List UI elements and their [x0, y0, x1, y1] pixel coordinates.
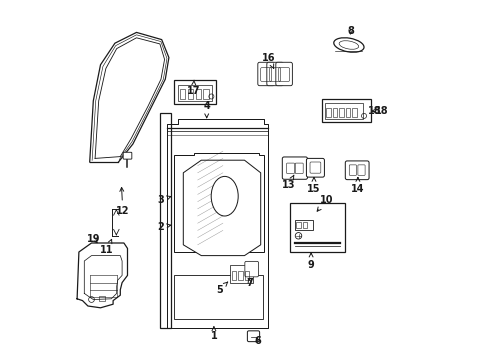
Bar: [345, 108, 349, 117]
FancyBboxPatch shape: [275, 62, 292, 86]
Bar: [174, 275, 262, 319]
Bar: [321, 99, 370, 122]
Bar: [187, 89, 193, 99]
Text: 7: 7: [246, 278, 253, 288]
FancyBboxPatch shape: [266, 62, 283, 86]
Text: 8: 8: [346, 26, 353, 36]
FancyBboxPatch shape: [244, 261, 258, 277]
Text: 19: 19: [87, 234, 101, 244]
Polygon shape: [77, 243, 127, 308]
Bar: [231, 271, 236, 280]
Text: 3: 3: [157, 195, 170, 205]
Bar: [203, 89, 209, 99]
FancyBboxPatch shape: [306, 158, 324, 177]
Text: 17: 17: [186, 80, 200, 96]
Text: 4: 4: [203, 101, 210, 118]
Text: 13: 13: [281, 175, 295, 190]
Text: 18: 18: [374, 106, 387, 116]
Text: 11: 11: [100, 239, 114, 255]
Bar: [178, 85, 212, 101]
FancyBboxPatch shape: [282, 157, 307, 179]
Bar: [294, 220, 312, 230]
Text: 14: 14: [350, 177, 364, 194]
FancyBboxPatch shape: [247, 331, 259, 342]
FancyBboxPatch shape: [345, 161, 368, 180]
Text: 9: 9: [307, 253, 314, 270]
Text: 16: 16: [262, 53, 275, 69]
FancyBboxPatch shape: [257, 62, 274, 86]
Bar: [99, 296, 105, 301]
Polygon shape: [183, 160, 260, 256]
FancyBboxPatch shape: [123, 152, 132, 159]
Text: 5: 5: [216, 282, 227, 295]
Bar: [302, 222, 306, 228]
Bar: [160, 113, 170, 328]
Text: 18: 18: [367, 106, 381, 116]
Bar: [324, 103, 363, 119]
Bar: [351, 108, 356, 117]
Bar: [289, 203, 345, 252]
Text: 12: 12: [116, 188, 129, 216]
Bar: [179, 89, 185, 99]
Bar: [195, 89, 201, 99]
Bar: [325, 108, 330, 117]
Text: 10: 10: [317, 195, 333, 211]
Bar: [339, 108, 343, 117]
Text: 2: 2: [157, 222, 170, 232]
Bar: [230, 265, 253, 283]
Text: 1: 1: [210, 327, 217, 341]
Ellipse shape: [333, 38, 363, 52]
Text: 15: 15: [306, 177, 320, 194]
Bar: [244, 271, 249, 280]
Polygon shape: [174, 153, 264, 252]
Bar: [238, 271, 242, 280]
Text: 6: 6: [254, 336, 261, 346]
Bar: [332, 108, 337, 117]
Ellipse shape: [211, 176, 238, 216]
Bar: [296, 222, 300, 228]
Bar: [174, 80, 215, 104]
